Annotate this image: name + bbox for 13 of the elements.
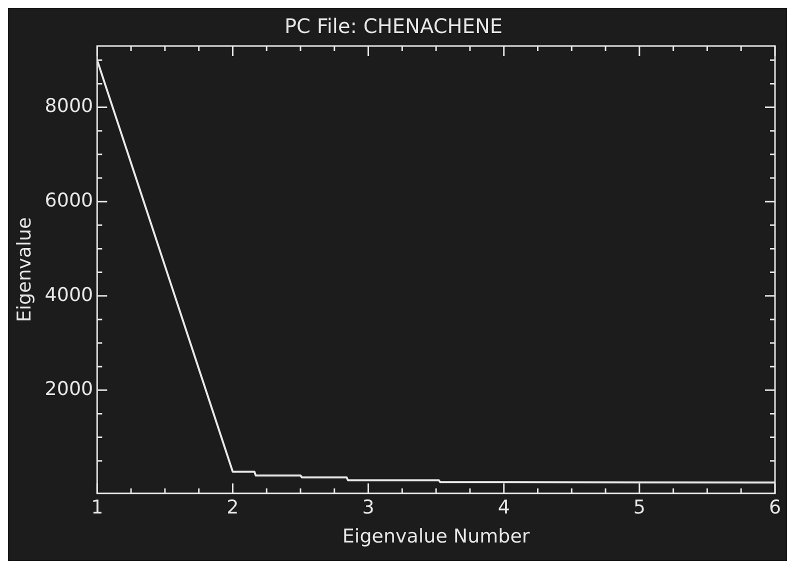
x-tick-label: 2 [226,496,239,519]
x-tick-label: 6 [768,496,782,519]
y-axis-title: Eigenvalue [13,217,36,322]
y-tick-label: 4000 [44,284,94,306]
x-tick-label: 4 [498,496,510,519]
x-tick-label: 1 [91,496,104,519]
y-tick-label: 8000 [44,95,94,118]
x-axis-title: Eigenvalue Number [342,526,530,548]
x-tick-label: 5 [633,496,646,519]
chart-title: PC File: CHENACHENE [284,14,503,38]
x-tick-label: 3 [362,496,374,519]
y-tick-label: 2000 [44,378,94,400]
y-tick-label: 6000 [44,190,94,212]
